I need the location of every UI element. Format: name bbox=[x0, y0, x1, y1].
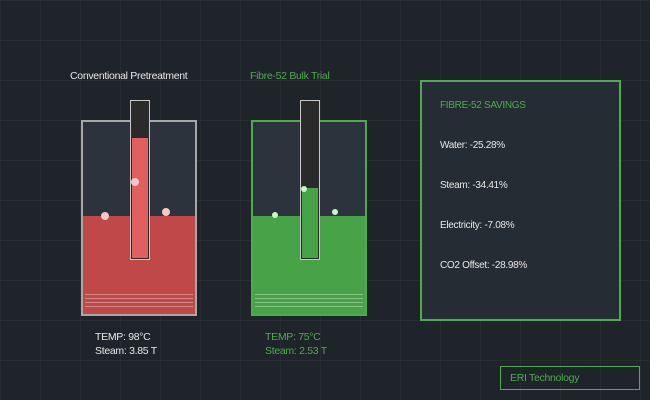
bubble bbox=[272, 212, 278, 218]
liquid-stripe bbox=[255, 294, 363, 295]
liquid-stripe bbox=[85, 302, 193, 303]
fibre52-title: Fibre-52 Bulk Trial bbox=[250, 70, 330, 82]
fibre52-temp: TEMP: 75°C bbox=[265, 331, 321, 343]
brand-label: ERI Technology bbox=[500, 366, 640, 390]
fibre52-steam: Steam: 2.53 T bbox=[265, 345, 327, 357]
savings-title: FIBRE-52 SAVINGS bbox=[440, 100, 526, 111]
liquid-stripe bbox=[255, 302, 363, 303]
savings-co2: CO2 Offset: -28.98% bbox=[440, 260, 527, 271]
liquid-stripe bbox=[255, 306, 363, 307]
liquid-stripe bbox=[85, 306, 193, 307]
savings-electricity: Electricity: -7.08% bbox=[440, 220, 515, 231]
conventional-steam: Steam: 3.85 T bbox=[95, 345, 157, 357]
liquid-stripe bbox=[255, 298, 363, 299]
liquid-stripe bbox=[85, 294, 193, 295]
conventional-title: Conventional Pretreatment bbox=[70, 70, 188, 82]
fibre52-thermometer-fill bbox=[302, 188, 318, 258]
savings-panel: FIBRE-52 SAVINGS Water: -25.28% Steam: -… bbox=[420, 80, 621, 321]
liquid-stripe bbox=[85, 298, 193, 299]
bubble bbox=[101, 212, 109, 220]
conventional-temp: TEMP: 98°C bbox=[95, 331, 151, 343]
conventional-thermometer bbox=[130, 100, 150, 260]
savings-water: Water: -25.28% bbox=[440, 140, 505, 151]
bubble bbox=[162, 208, 170, 216]
conventional-thermometer-fill bbox=[132, 137, 148, 258]
bubble bbox=[332, 209, 338, 215]
bubble bbox=[301, 186, 307, 192]
bubble bbox=[131, 178, 139, 186]
fibre52-liquid bbox=[253, 216, 365, 314]
savings-steam: Steam: -34.41% bbox=[440, 180, 508, 191]
fibre52-thermometer bbox=[300, 100, 320, 260]
